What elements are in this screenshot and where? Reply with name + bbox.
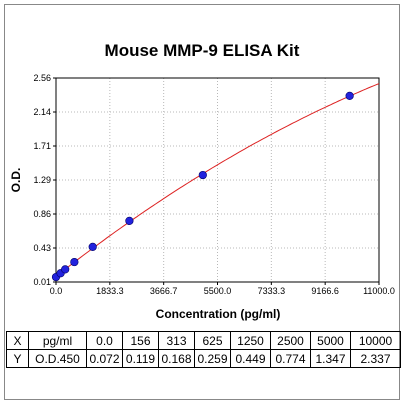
table-cell: O.D.450: [28, 349, 87, 368]
y-axis-title: O.D.: [9, 168, 23, 193]
y-tick-label: 0.43: [33, 243, 51, 253]
x-axis: 0.0 1833.3 3666.7 5500.0 7333.3 9166.6 11000.0: [50, 282, 395, 296]
y-tick-label: 1.29: [33, 175, 51, 185]
x-tick-label: 1833.3: [96, 286, 124, 296]
y-axis: 0.01 0.43 0.86 1.29 1.71 2.14 2.56: [33, 73, 56, 287]
data-point: [125, 216, 134, 225]
x-tick-label: 7333.3: [258, 286, 286, 296]
data-point: [88, 242, 97, 251]
row-header-cell: X: [6, 331, 29, 350]
data-points: [51, 91, 354, 282]
table-cell: 0.774: [270, 349, 311, 368]
y-tick-label: 0.01: [33, 277, 51, 287]
table-cell: 625: [194, 331, 231, 350]
data-point: [198, 170, 207, 180]
chart-title: Mouse MMP-9 ELISA Kit: [105, 41, 300, 60]
x-axis-title: Concentration (pg/ml): [156, 307, 281, 321]
x-tick-label: 11000.0: [363, 286, 395, 296]
row-header-cell: Y: [6, 349, 29, 368]
table-cell: 0.259: [194, 349, 231, 368]
chart: Mouse MMP-9 ELISA Kit 0.0 1833.3 3666.7 550…: [9, 41, 395, 321]
table-cell: 313: [158, 331, 195, 350]
table-cell: 1250: [230, 331, 271, 350]
table-cell: 0.072: [86, 349, 123, 368]
table-cell: 10000: [350, 331, 401, 350]
data-point: [70, 257, 79, 267]
table-cell: 0.168: [158, 349, 195, 368]
table-cell: pg/ml: [28, 331, 87, 350]
x-tick-label: 0.0: [50, 286, 63, 296]
table-cell: 2.337: [350, 349, 401, 368]
y-tick-label: 2.56: [33, 73, 51, 83]
y-tick-label: 2.14: [33, 107, 51, 117]
table-cell: 0.449: [230, 349, 271, 368]
fit-curve: [55, 83, 380, 277]
table-cell: 5000: [310, 331, 351, 350]
table-cell: 2500: [270, 331, 311, 350]
table-row: Y O.D.450 0.072 0.119 0.168 0.259 0.449 0.774 1.…: [6, 349, 401, 368]
table-cell: 156: [122, 331, 159, 350]
table-cell: 0.119: [122, 349, 159, 368]
data-point: [345, 91, 354, 100]
table-cell: 0.0: [86, 331, 123, 350]
gridlines: [56, 78, 379, 282]
x-tick-label: 9166.6: [311, 286, 339, 296]
y-tick-label: 0.86: [33, 209, 51, 219]
x-tick-label: 5500.0: [204, 286, 232, 296]
data-point: [61, 265, 70, 274]
x-tick-label: 3666.7: [150, 286, 178, 296]
figure-frame: [4, 4, 400, 400]
table-cell: 1.347: [310, 349, 351, 368]
y-tick-label: 1.71: [33, 141, 51, 151]
